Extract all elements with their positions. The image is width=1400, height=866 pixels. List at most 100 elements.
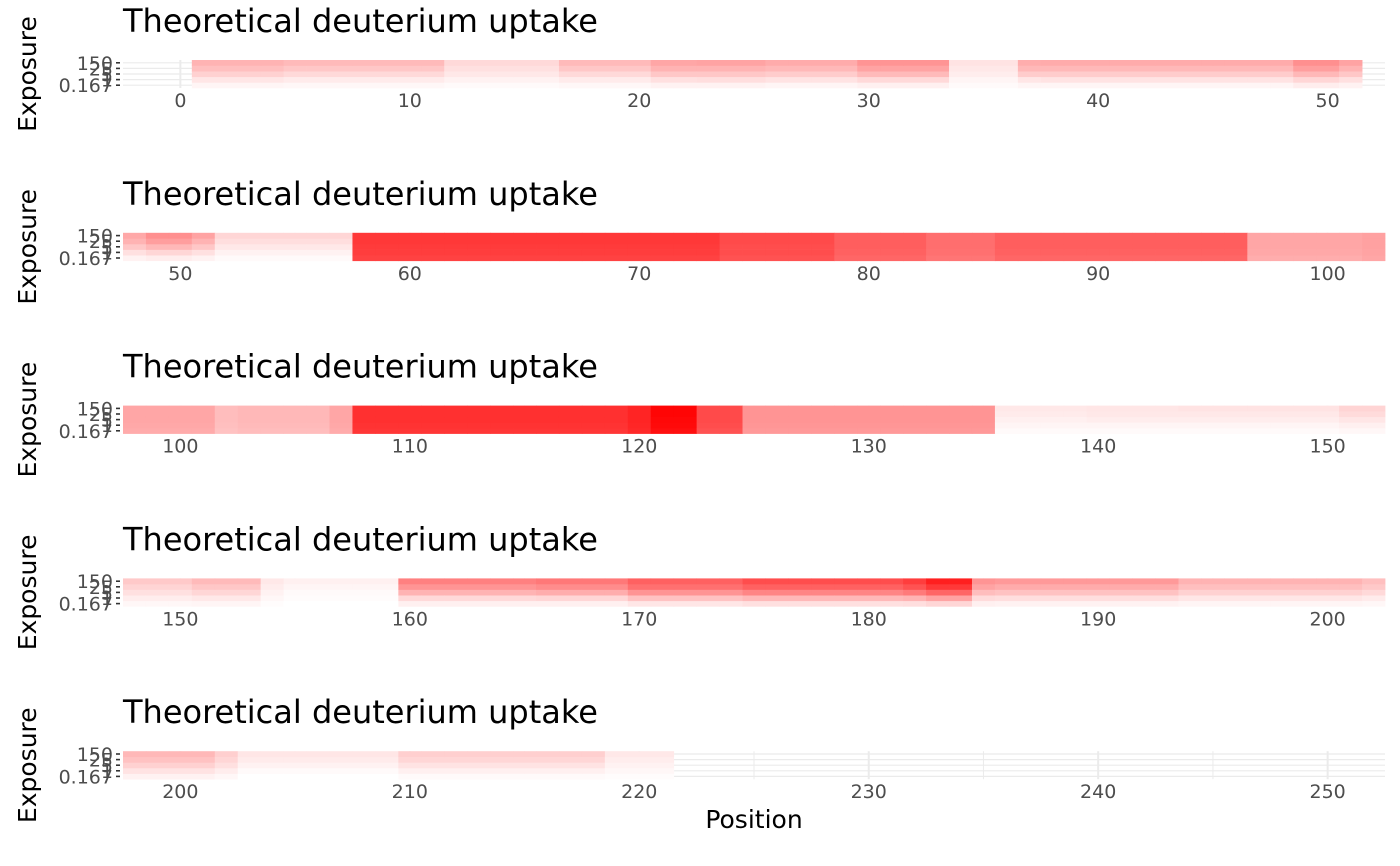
heat-tile	[1247, 65, 1271, 72]
heat-tile	[123, 244, 147, 250]
heat-tile	[513, 232, 537, 239]
heat-tile	[971, 584, 996, 590]
heat-tile	[421, 411, 445, 418]
heat-tile	[421, 416, 445, 423]
heat-tile	[375, 82, 399, 89]
heat-tile	[1086, 65, 1111, 72]
heat-tile	[1063, 416, 1088, 423]
heat-tile	[444, 238, 468, 245]
heat-tile	[1086, 82, 1111, 89]
x-axis: 0 10 20 30 40 50	[174, 90, 1339, 112]
heat-tile	[650, 428, 675, 434]
heat-tile	[811, 71, 835, 78]
heat-tile	[742, 249, 766, 256]
heat-tile	[536, 255, 560, 262]
heat-tile	[237, 416, 262, 423]
heat-tile	[1247, 255, 1271, 262]
heat-tile	[581, 584, 606, 590]
heat-tile	[375, 60, 399, 66]
heat-tile	[398, 578, 422, 585]
heat-tile	[581, 756, 606, 763]
heat-tile	[145, 589, 170, 596]
heat-tile	[1270, 405, 1294, 412]
heat-tile	[765, 71, 789, 78]
heat-tile	[857, 589, 881, 596]
heat-tile	[1201, 416, 1225, 423]
heat-tile	[994, 416, 1019, 423]
heat-tile	[1178, 600, 1202, 607]
heat-tile	[926, 65, 950, 72]
heat-tile	[123, 595, 147, 602]
heat-tile	[490, 584, 514, 590]
heat-tile	[1224, 578, 1248, 585]
heat-tile	[375, 249, 399, 256]
heat-tile	[1247, 428, 1271, 434]
heat-tile	[1040, 578, 1065, 585]
heat-tile	[1224, 249, 1248, 256]
heat-tile	[1316, 578, 1340, 585]
heat-tile	[696, 595, 720, 602]
heat-tile	[1063, 600, 1088, 607]
heat-tile	[214, 60, 239, 66]
heat-tile	[352, 584, 376, 590]
heat-tile	[467, 756, 491, 763]
heat-tile	[1316, 60, 1340, 66]
heat-tile	[627, 405, 652, 412]
heat-tile	[857, 578, 881, 585]
heat-tile	[237, 411, 262, 418]
heat-tile	[765, 584, 789, 590]
heat-tile	[536, 600, 560, 607]
heat-tile	[558, 756, 583, 763]
heat-tile	[719, 411, 743, 418]
heat-tile	[673, 60, 698, 66]
heat-tile	[191, 416, 216, 423]
heat-tile	[329, 584, 353, 590]
heat-tile	[696, 65, 720, 72]
heat-tile	[237, 762, 262, 769]
heat-tile	[719, 416, 743, 423]
heat-tile	[558, 76, 583, 83]
heat-tile	[421, 595, 445, 602]
heat-tile	[536, 411, 560, 418]
heat-tile	[490, 405, 514, 412]
heat-tile	[467, 584, 491, 590]
heat-tile	[558, 232, 583, 239]
heat-tile	[214, 578, 239, 585]
heat-tile	[857, 238, 881, 245]
heat-tile	[421, 76, 445, 83]
heat-tile	[306, 600, 330, 607]
heat-tile	[880, 255, 904, 262]
heat-tile	[627, 762, 652, 769]
panel-title: Theoretical deuterium uptake	[122, 175, 598, 213]
heat-tile	[1362, 255, 1386, 262]
heat-tile	[1339, 249, 1363, 256]
heat-tile	[375, 773, 399, 780]
heat-tile	[1063, 428, 1088, 434]
heat-tile	[536, 578, 560, 585]
heat-tile	[490, 232, 514, 239]
heat-tile	[857, 416, 881, 423]
heat-tile	[145, 422, 170, 429]
heat-tile	[604, 76, 629, 83]
heat-tile	[1132, 589, 1156, 596]
heat-tile	[650, 232, 675, 239]
heat-tile	[444, 756, 468, 763]
x-tick-label: 0	[174, 90, 186, 112]
heat-tile	[1201, 405, 1225, 412]
x-tick-label: 250	[1310, 781, 1346, 803]
heat-tile	[971, 416, 996, 423]
heat-tile	[237, 244, 262, 250]
heat-tile	[971, 255, 996, 262]
heat-tile	[581, 82, 606, 89]
heat-tile	[696, 416, 720, 423]
heat-tile	[1063, 411, 1088, 418]
heat-tile	[650, 249, 675, 256]
heat-tile	[352, 82, 376, 89]
heat-tile	[1316, 244, 1340, 250]
heat-tile	[421, 255, 445, 262]
heat-tile	[1178, 82, 1202, 89]
heat-tile	[1339, 76, 1363, 83]
heat-tile	[1270, 411, 1294, 418]
heat-tile	[581, 600, 606, 607]
heat-tile	[1063, 249, 1088, 256]
